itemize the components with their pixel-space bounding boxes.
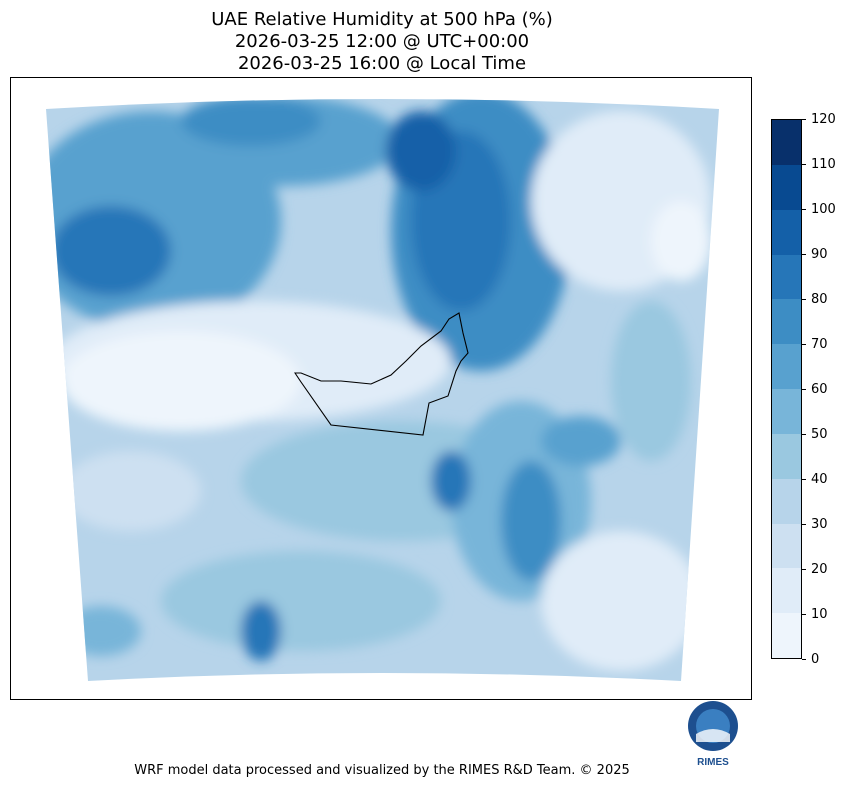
colorbar-band bbox=[772, 120, 801, 165]
title-line-2: 2026-03-25 12:00 @ UTC+00:00 bbox=[234, 31, 530, 52]
colorbar-tick-label: 110 bbox=[811, 156, 836, 172]
colorbar-band bbox=[772, 209, 801, 255]
colorbar-band bbox=[772, 164, 801, 210]
colorbar-band bbox=[772, 478, 801, 524]
colorbar-tick: 70 bbox=[802, 336, 828, 352]
colorbar-tick: 120 bbox=[802, 111, 836, 127]
map-frame: RIMES bbox=[10, 77, 752, 768]
colorbar-band bbox=[772, 389, 801, 434]
colorbar-tick: 50 bbox=[802, 426, 828, 442]
colorbar-tick: 110 bbox=[802, 156, 836, 172]
colorbar-tick: 90 bbox=[802, 246, 828, 262]
humidity-map bbox=[46, 99, 719, 681]
colorbar-band bbox=[772, 344, 801, 390]
colorbar-tick-label: 90 bbox=[811, 246, 828, 262]
title-line-3: 2026-03-25 16:00 @ Local Time bbox=[237, 53, 527, 74]
colorbar-tick: 100 bbox=[802, 201, 836, 217]
colorbar-tick: 20 bbox=[802, 561, 828, 577]
colorbar-tick: 80 bbox=[802, 291, 828, 307]
colorbar-tick-label: 70 bbox=[811, 336, 828, 352]
colorbar-tick-label: 0 bbox=[811, 651, 820, 667]
colorbar-band bbox=[772, 433, 801, 479]
colorbar-tick-label: 100 bbox=[811, 201, 836, 217]
colorbar-tick: 10 bbox=[802, 606, 828, 622]
colorbar-tick: 60 bbox=[802, 381, 828, 397]
colorbar-tick-label: 80 bbox=[811, 291, 828, 307]
colorbar bbox=[771, 119, 802, 659]
colorbar-tick-label: 40 bbox=[811, 471, 828, 487]
colorbar-tick: 0 bbox=[802, 651, 820, 667]
humidity-contours bbox=[46, 99, 719, 681]
uae-border bbox=[293, 312, 469, 436]
rimes-logo: RIMES bbox=[687, 698, 739, 768]
colorbar-tick: 40 bbox=[802, 471, 828, 487]
colorbar-band bbox=[772, 254, 801, 300]
footer-credit: WRF model data processed and visualized … bbox=[134, 763, 630, 778]
colorbar-tick-label: 120 bbox=[811, 111, 836, 127]
colorbar-tick-label: 50 bbox=[811, 426, 828, 442]
colorbar-band bbox=[772, 613, 801, 658]
colorbar-tick-label: 60 bbox=[811, 381, 828, 397]
colorbar-tick-label: 10 bbox=[811, 606, 828, 622]
colorbar-tick-label: 20 bbox=[811, 561, 828, 577]
colorbar-tick-label: 30 bbox=[811, 516, 828, 532]
colorbar-band bbox=[772, 568, 801, 614]
logo-text: RIMES bbox=[697, 757, 729, 768]
colorbar-tick: 30 bbox=[802, 516, 828, 532]
colorbar-band bbox=[772, 299, 801, 345]
colorbar-band bbox=[772, 523, 801, 569]
title-line-1: UAE Relative Humidity at 500 hPa (%) bbox=[211, 9, 553, 30]
